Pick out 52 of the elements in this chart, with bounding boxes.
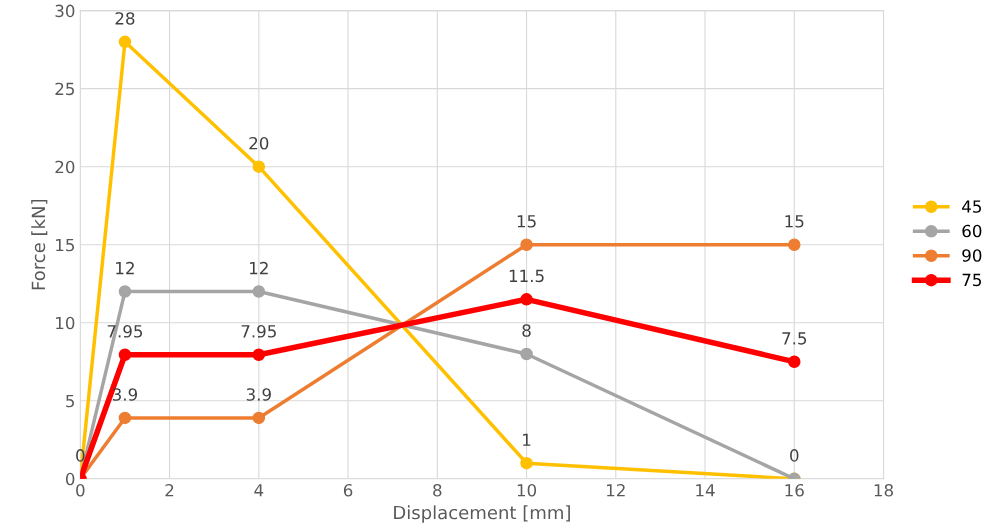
x-axis-title: Displacement [mm] (394, 505, 570, 523)
point (788, 355, 801, 369)
data-label: 0 (790, 449, 799, 462)
legend-label: 75 (962, 273, 981, 287)
legend-label: 45 (962, 200, 981, 213)
point (520, 238, 533, 251)
point (118, 285, 132, 298)
y-tick-label: 0 (65, 472, 75, 486)
point (520, 293, 533, 306)
data-label: 3.9 (112, 388, 138, 401)
x-tick-label: 16 (785, 483, 804, 497)
y-axis-title: Force [kN] (31, 199, 48, 290)
data-label: 15 (517, 215, 536, 228)
legend-label: 90 (962, 249, 982, 262)
point (788, 238, 801, 251)
legend-label: 60 (962, 224, 982, 238)
point (252, 160, 266, 173)
point (252, 348, 266, 361)
x-tick-label: 14 (696, 484, 715, 497)
x-tick-label: 12 (607, 483, 625, 497)
x-tick-label: 6 (343, 483, 353, 497)
point (252, 411, 266, 425)
point (252, 285, 266, 298)
y-tick-label: 5 (66, 394, 74, 408)
data-label: 11.5 (509, 269, 544, 283)
point (118, 411, 132, 425)
point (118, 348, 132, 361)
data-label: 7.95 (107, 325, 143, 338)
y-tick-label: 30 (55, 4, 75, 18)
y-tick-label: 15 (56, 238, 74, 252)
x-tick-label: 18 (874, 483, 893, 497)
data-label: 8 (522, 324, 531, 337)
y-tick-label: 25 (55, 82, 74, 96)
x-tick-label: 10 (517, 483, 537, 497)
data-label: 3.9 (246, 388, 271, 401)
point (118, 35, 132, 49)
point (520, 456, 533, 470)
data-label: 28 (115, 12, 135, 25)
y-tick-label: 10 (56, 316, 75, 330)
data-label: 15 (785, 215, 804, 228)
data-label: 20 (249, 136, 269, 150)
point (520, 347, 533, 361)
x-tick-label: 2 (165, 483, 174, 497)
x-tick-label: 8 (433, 483, 442, 497)
data-label: 7.5 (782, 332, 807, 345)
data-label: 1 (523, 433, 531, 446)
data-label: 12 (250, 261, 268, 275)
x-tick-label: 0 (76, 483, 85, 497)
data-label: 7.95 (241, 325, 276, 338)
x-tick-label: 4 (254, 484, 264, 497)
data-label: 12 (116, 261, 134, 275)
y-tick-label: 20 (55, 160, 75, 174)
